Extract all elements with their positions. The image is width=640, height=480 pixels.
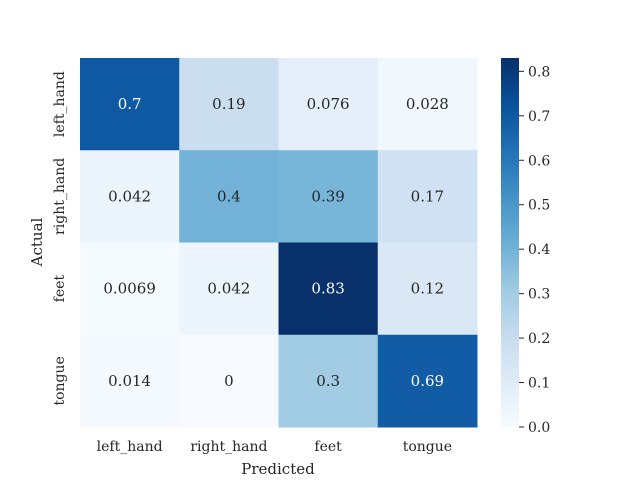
colorbar-tick-label: 0.6 [528,153,550,169]
cell-value-label: 0.17 [411,187,444,205]
colorbar-tick-label: 0.8 [528,64,550,80]
colorbar-tick-label: 0.4 [528,242,550,258]
heatmap-cell [377,242,478,336]
heatmap-cells [80,58,478,428]
colorbar-tick-label: 0.2 [528,331,550,347]
colorbar-tick-label: 0.0 [528,420,550,436]
cell-value-label: 0.042 [108,187,151,205]
x-tick-label: feet [314,439,342,455]
cell-value-label: 0.0069 [103,280,156,298]
y-tick-label: right_hand [52,158,68,235]
x-axis-label: Predicted [241,460,315,478]
heatmap-cell [80,242,180,336]
colorbar-tick-label: 0.5 [528,198,550,214]
x-axis-ticks: left_hand right_hand feet tongue [97,439,452,455]
cell-value-label: 0.014 [108,372,151,390]
heatmap-cell [278,334,379,428]
heatmap-cell [278,58,379,151]
heatmap-cell [278,150,379,243]
colorbar-tick-label: 0.3 [528,287,550,303]
cell-value-label: 0.7 [118,95,142,113]
cell-value-label: 0.076 [307,95,350,113]
x-tick-label: left_hand [97,439,163,455]
cell-value-label: 0.042 [207,280,250,298]
heatmap-cell [179,242,279,336]
x-tick-label: right_hand [190,439,267,455]
x-tick-label: tongue [403,439,452,455]
cell-value-label: 0.028 [406,95,449,113]
cell-value-label: 0.12 [411,280,444,298]
colorbar-tick-label: 0.7 [528,109,550,125]
y-tick-label: tongue [52,356,68,405]
heatmap-cell [179,58,279,151]
cell-value-label: 0 [224,372,234,390]
heatmap-cell [179,150,279,243]
heatmap-cell [278,242,379,336]
cell-value-label: 0.4 [217,187,241,205]
y-axis-label: Actual [28,217,46,267]
heatmap-cell-labels: 0.7 0.19 0.076 0.028 0.042 0.4 0.39 0.17 0.0069 0… [103,95,448,390]
cell-value-label: 0.39 [311,187,344,205]
heatmap-cell [80,58,180,151]
heatmap-cell [377,150,478,243]
colorbar [501,58,519,427]
cell-value-label: 0.69 [411,372,444,390]
cell-value-label: 0.3 [316,372,340,390]
heatmap-cell [80,150,180,243]
colorbar-tick-label: 0.1 [528,376,550,392]
colorbar-ticks: 0.0 0.1 0.2 0.3 0.4 0.5 0.6 0.7 0.8 [519,64,550,436]
y-tick-label: left_hand [52,71,68,137]
heatmap-cell [80,334,180,428]
cell-value-label: 0.83 [311,280,344,298]
y-tick-label: feet [52,275,68,303]
heatmap-cell [377,58,478,151]
heatmap-cell [377,334,478,428]
cell-value-label: 0.19 [212,95,245,113]
heatmap-cell [179,334,279,428]
